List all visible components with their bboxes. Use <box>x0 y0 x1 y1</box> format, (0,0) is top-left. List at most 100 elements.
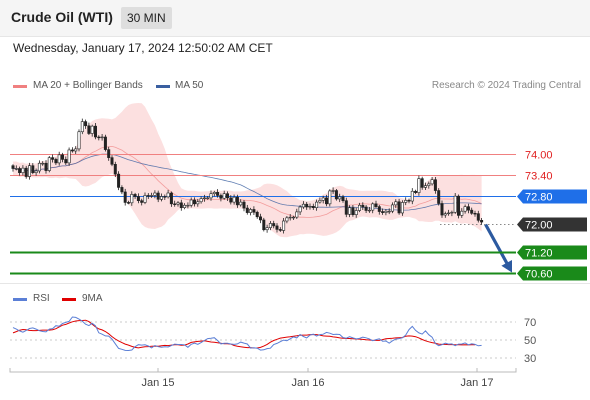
candle <box>47 155 51 173</box>
candle <box>410 188 414 205</box>
candle <box>249 207 253 216</box>
candle <box>331 187 335 194</box>
candle <box>437 188 441 206</box>
candle-body <box>196 201 200 205</box>
candle <box>282 217 286 234</box>
candle-body <box>308 206 312 208</box>
candle <box>351 205 355 217</box>
candle <box>77 129 81 152</box>
level-label-73.40: 73.40 <box>525 171 553 183</box>
candle <box>463 204 467 214</box>
candle-body <box>453 195 457 213</box>
candle <box>202 194 206 202</box>
timeframe-badge[interactable]: 30 MIN <box>121 7 172 29</box>
candle <box>456 194 460 219</box>
candle-body <box>374 203 378 207</box>
candle <box>430 176 434 186</box>
candle-body <box>216 192 220 196</box>
candle-body <box>179 202 183 209</box>
candle <box>272 220 276 229</box>
rsi-line <box>12 316 482 352</box>
candle <box>447 209 451 216</box>
candle <box>84 119 88 129</box>
candle <box>338 193 342 203</box>
candle <box>18 166 22 176</box>
candle <box>417 175 421 196</box>
candle <box>113 161 117 178</box>
candle <box>473 210 477 217</box>
candle <box>60 152 64 163</box>
candle <box>186 202 190 209</box>
candle <box>334 188 338 201</box>
candle <box>341 194 345 203</box>
candle-body <box>305 203 309 208</box>
candle-body <box>371 203 375 211</box>
candle <box>433 177 437 194</box>
candle <box>90 124 94 137</box>
candle-body <box>136 196 140 201</box>
candle-body <box>463 206 467 212</box>
candle-body <box>70 149 74 152</box>
candle-body <box>470 209 474 214</box>
candle-body <box>31 165 35 173</box>
candle <box>100 133 104 141</box>
candle-body <box>94 125 98 138</box>
candle-body <box>169 192 173 205</box>
candle-body <box>41 162 45 165</box>
candle-body <box>288 216 292 219</box>
candle <box>156 190 160 203</box>
candle-body <box>156 192 160 200</box>
candle-body <box>160 196 164 200</box>
candle <box>143 192 147 205</box>
candle <box>427 181 431 189</box>
candle <box>87 122 91 135</box>
candle-body <box>212 192 216 195</box>
candle-body <box>67 149 71 164</box>
candle-body <box>407 200 411 202</box>
research-credit: Research © 2024 Trading Central <box>431 80 581 91</box>
level-label-74.00: 74.00 <box>525 150 553 162</box>
candle <box>222 190 226 200</box>
candle <box>443 211 447 218</box>
candle-body <box>262 219 266 231</box>
candle-body <box>166 192 170 198</box>
candle-body <box>51 157 55 160</box>
candle-body <box>318 200 322 203</box>
candle <box>440 200 444 218</box>
candle-body <box>57 154 61 164</box>
ma20-legend-swatch <box>13 85 27 88</box>
candle <box>196 198 200 207</box>
candle-body <box>54 159 58 164</box>
candle <box>245 204 249 215</box>
candle <box>450 210 454 217</box>
candle-body <box>394 201 398 206</box>
candle-body <box>90 125 94 134</box>
candle <box>94 123 98 140</box>
candle <box>140 198 144 206</box>
candle <box>24 165 28 179</box>
candle-body <box>64 159 68 164</box>
candle-body <box>258 216 262 221</box>
candle-body <box>423 185 427 188</box>
candle-body <box>34 170 38 173</box>
candle <box>278 227 282 232</box>
candle <box>318 197 322 204</box>
candle <box>404 197 408 206</box>
candle-body <box>315 201 319 209</box>
candle-body <box>77 131 81 150</box>
candle-body <box>443 213 447 216</box>
candle-body <box>140 200 144 203</box>
candle-body <box>301 203 305 208</box>
candle-body <box>466 206 470 211</box>
candle-body <box>456 195 460 216</box>
candle-body <box>219 195 223 199</box>
candle <box>54 157 58 165</box>
x-tick-label: Jan 16 <box>291 377 324 389</box>
level-label-71.20: 71.20 <box>525 248 553 260</box>
candle <box>357 202 361 213</box>
candle-body <box>377 206 381 212</box>
candle <box>308 203 312 210</box>
candle-body <box>242 201 246 209</box>
candle-body <box>311 206 315 209</box>
